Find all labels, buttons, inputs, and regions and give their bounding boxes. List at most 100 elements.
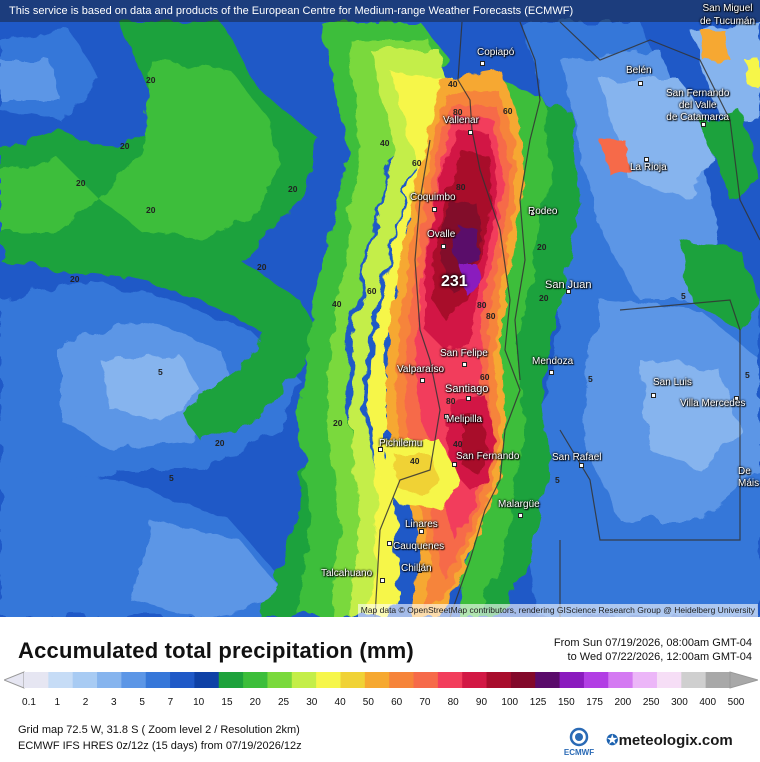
city-label-ovalle[interactable]: Ovalle bbox=[427, 229, 456, 240]
scale-swatch bbox=[316, 672, 341, 688]
scale-tick-label: 10 bbox=[193, 697, 205, 708]
scale-tick-label: 25 bbox=[277, 697, 290, 708]
isoline-label: 20 bbox=[539, 293, 549, 303]
meteologix-icon: ✪ bbox=[606, 732, 619, 749]
city-marker bbox=[549, 370, 554, 375]
city-label-pichilemu[interactable]: Pichilemu bbox=[379, 438, 423, 449]
ecmwf-logo-text: ECMWF bbox=[564, 748, 594, 757]
scale-tick-label: 125 bbox=[529, 697, 547, 708]
city-label-linares[interactable]: Linares bbox=[405, 519, 438, 530]
scale-swatch bbox=[389, 672, 415, 688]
isoline-label: 20 bbox=[257, 262, 267, 272]
ecmwf-logo[interactable]: ECMWF bbox=[562, 727, 596, 757]
period-to: to Wed 07/22/2026, 12:00am GMT-04 bbox=[567, 651, 752, 663]
city-label-copiapo[interactable]: Copiapó bbox=[477, 47, 515, 58]
city-label-santiago[interactable]: Santiago bbox=[445, 383, 489, 395]
scale-arrow-right bbox=[729, 671, 758, 689]
isoline-label: 60 bbox=[412, 158, 422, 168]
isoline-label: 20 bbox=[146, 75, 156, 85]
city-label-san-felipe[interactable]: San Felipe bbox=[440, 348, 488, 359]
scale-tick-label: 7 bbox=[167, 697, 174, 708]
city-marker bbox=[734, 396, 739, 401]
isoline-label: 40 bbox=[410, 456, 420, 466]
isoline-label: 20 bbox=[288, 184, 298, 194]
scale-swatch bbox=[583, 672, 609, 688]
isoline-label: 20 bbox=[76, 178, 86, 188]
city-label-coquimbo[interactable]: Coquimbo bbox=[410, 192, 456, 203]
city-marker bbox=[420, 378, 425, 383]
city-label-rodeo[interactable]: Rodeo bbox=[528, 206, 558, 217]
city-label-belen[interactable]: Belén bbox=[626, 65, 652, 76]
scale-swatch bbox=[170, 672, 195, 688]
city-label-san-fernando[interactable]: San Fernando bbox=[456, 451, 520, 462]
city-label-san-miguel-de-tucuman[interactable]: San Miguel de Tucumán bbox=[700, 2, 755, 28]
city-marker bbox=[518, 513, 523, 518]
isoline-label: 40 bbox=[453, 439, 463, 449]
isoline-label: 5 bbox=[745, 370, 750, 380]
city-marker bbox=[651, 393, 656, 398]
isoline-label: 20 bbox=[537, 242, 547, 252]
scale-swatch bbox=[291, 672, 317, 688]
scale-swatch bbox=[121, 672, 147, 688]
city-marker bbox=[432, 207, 437, 212]
scale-tick-label: 90 bbox=[475, 697, 488, 708]
city-label-chillan[interactable]: Chillán bbox=[401, 563, 432, 574]
scale-swatch bbox=[705, 672, 731, 688]
scale-swatch bbox=[48, 672, 74, 688]
isoline-label: 60 bbox=[480, 372, 490, 382]
isoline-label: 40 bbox=[448, 79, 458, 89]
city-marker bbox=[378, 447, 383, 452]
isoline-label: 80 bbox=[456, 182, 466, 192]
precipitation-map[interactable]: This service is based on data and produc… bbox=[0, 0, 760, 617]
meteologix-logo[interactable]: ✪meteologix.com bbox=[606, 731, 733, 749]
isoline-label: 40 bbox=[332, 299, 342, 309]
city-label-dean-funes[interactable]: De Máis bbox=[738, 466, 760, 489]
map-attribution[interactable]: Map data © OpenStreetMap contributors, r… bbox=[357, 604, 758, 617]
isoline-label: 20 bbox=[70, 274, 80, 284]
city-marker bbox=[530, 211, 535, 216]
isoline-label: 20 bbox=[333, 418, 343, 428]
city-label-mendoza[interactable]: Mendoza bbox=[532, 356, 574, 367]
forecast-period: From Sun 07/19/2026, 08:00am GMT-04 to W… bbox=[554, 636, 752, 664]
scale-tick-label: 500 bbox=[727, 697, 745, 708]
city-marker bbox=[462, 362, 467, 367]
scale-swatch bbox=[267, 672, 293, 688]
city-label-san-rafael[interactable]: San Rafael bbox=[552, 452, 602, 463]
city-marker bbox=[380, 578, 385, 583]
city-label-villa-mercedes[interactable]: Villa Mercedes bbox=[680, 398, 746, 409]
isoline-label: 20 bbox=[146, 205, 156, 215]
scale-swatch bbox=[437, 672, 463, 688]
city-label-malargue[interactable]: Malargüe bbox=[498, 499, 540, 510]
model-info: ECMWF IFS HRES 0z/12z (15 days) from 07/… bbox=[18, 740, 302, 752]
isoline-label: 80 bbox=[477, 300, 487, 310]
city-marker bbox=[566, 289, 571, 294]
isoline-label: 20 bbox=[120, 141, 130, 151]
city-label-la-rioja[interactable]: La Rioja bbox=[630, 162, 667, 173]
city-marker bbox=[701, 122, 706, 127]
brand-name: meteologix.com bbox=[618, 732, 733, 749]
city-label-san-luis[interactable]: San Luis bbox=[653, 377, 692, 388]
city-label-talcahuano[interactable]: Talcahuano bbox=[321, 568, 373, 579]
city-label-san-juan[interactable]: San Juan bbox=[545, 279, 592, 291]
isoline-label: 5 bbox=[555, 475, 560, 485]
scale-tick-label: 70 bbox=[419, 697, 431, 708]
color-scale[interactable] bbox=[4, 671, 758, 689]
scale-swatch bbox=[72, 672, 98, 688]
city-label-catamarca[interactable]: San Fernando del Valle de Catamarca bbox=[666, 88, 730, 123]
scale-swatch bbox=[486, 672, 512, 688]
max-precip-value[interactable]: 231 bbox=[441, 273, 468, 290]
city-label-cauquenes[interactable]: Cauquenes bbox=[393, 541, 445, 552]
city-label-melipilla[interactable]: Melipilla bbox=[446, 414, 483, 425]
city-marker bbox=[444, 414, 449, 419]
city-label-vallenar[interactable]: Vallenar bbox=[443, 115, 479, 126]
city-label-valparaiso[interactable]: Valparaíso bbox=[397, 364, 445, 375]
ecmwf-icon: ECMWF bbox=[564, 727, 594, 757]
scale-tick-label: 2 bbox=[82, 697, 89, 708]
grid-info: Grid map 72.5 W, 31.8 S ( Zoom level 2 /… bbox=[18, 724, 300, 736]
scale-tick-label: 150 bbox=[557, 697, 575, 708]
scale-swatch bbox=[535, 672, 561, 688]
scale-swatch bbox=[97, 672, 122, 688]
scale-swatch bbox=[194, 672, 220, 688]
scale-tick-label: 80 bbox=[447, 697, 459, 708]
city-marker bbox=[387, 541, 392, 546]
